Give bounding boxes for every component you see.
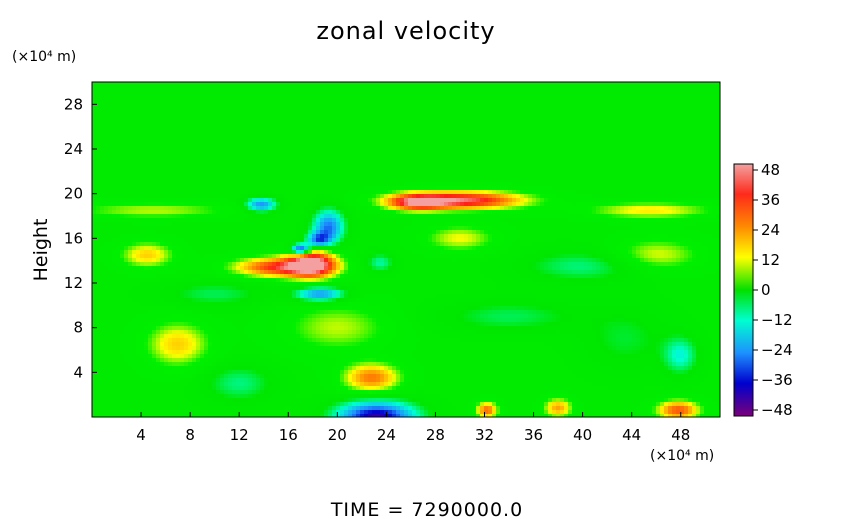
x-tick-label: 4 [136,426,146,444]
colorbar-tick-label: 48 [761,161,780,179]
colorbar-tick-label: −48 [761,401,793,419]
x-tick-label: 24 [377,426,396,444]
x-tick-label: 48 [671,426,690,444]
colorbar-tick-label: 24 [761,221,780,239]
y-axis-unit: (×10⁴ m) [12,49,76,65]
colorbar [733,163,754,417]
x-axis-ticks: 4 8 12 16 20 24 28 32 36 40 44 48 [136,412,690,444]
x-tick-label: 12 [230,426,249,444]
x-axis-unit: (×10⁴ m) [650,448,714,464]
chart-title: zonal velocity [316,17,495,45]
time-label: TIME = 7290000.0 [330,499,523,519]
y-tick-label: 24 [64,140,83,158]
y-tick-label: 28 [64,95,83,113]
colorbar-tick-label: 0 [761,281,771,299]
y-tick-label: 12 [64,274,83,292]
x-tick-label: 28 [426,426,445,444]
y-tick-label: 20 [64,185,83,203]
colorbar-tick-label: −24 [761,341,793,359]
x-tick-label: 20 [328,426,347,444]
heatmap-field [92,82,720,417]
y-axis-label: Height [30,219,52,282]
colorbar-tick-label: 36 [761,191,780,209]
x-tick-label: 44 [622,426,641,444]
x-tick-label: 36 [524,426,543,444]
x-tick-label: 16 [279,426,298,444]
x-tick-label: 40 [573,426,592,444]
x-tick-label: 32 [475,426,494,444]
y-tick-label: 4 [73,363,83,381]
colorbar-ticks: 48 36 24 12 0 −12 −24 −36 −48 [753,161,793,419]
y-tick-label: 8 [73,319,83,337]
plot-frame [91,81,721,418]
y-axis-ticks: 4 8 12 16 20 24 28 [64,95,97,381]
colorbar-tick-label: 12 [761,251,780,269]
x-tick-label: 8 [185,426,195,444]
y-tick-label: 16 [64,229,83,247]
colorbar-tick-label: −12 [761,311,793,329]
colorbar-tick-label: −36 [761,371,793,389]
